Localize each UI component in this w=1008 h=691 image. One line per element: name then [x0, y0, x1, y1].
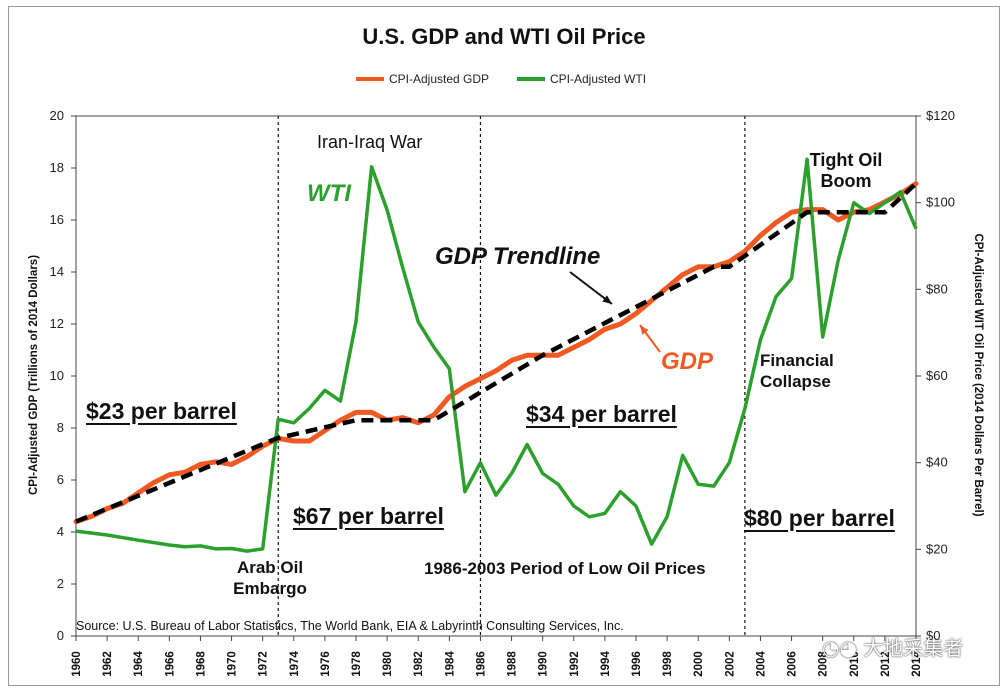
annotation-price-34: $34 per barrel [526, 401, 677, 427]
x-tick-label: 1988 [507, 651, 519, 677]
watermark-text: 大地采集者 [863, 636, 964, 660]
arrow-gdp-head [640, 325, 649, 335]
y-tick-label-left: 12 [50, 316, 64, 331]
annotation-arab-line2: Embargo [233, 579, 307, 598]
x-tick-label: 1992 [569, 651, 581, 677]
chart-title: U.S. GDP and WTI Oil Price [362, 24, 646, 49]
annotation-wti: WTI [307, 180, 351, 207]
x-tick-label: 1984 [444, 651, 456, 677]
x-tick-label: 1976 [320, 651, 332, 677]
x-tick-label: 1998 [662, 651, 674, 677]
x-tick-label: 1996 [631, 651, 643, 677]
x-tick-label: 1968 [195, 651, 207, 677]
y-tick-label-left: 14 [50, 264, 64, 279]
x-tick-label: 1978 [351, 651, 363, 677]
annotation-tight-oil-boom: Tight Oil Boom [803, 150, 889, 192]
annotation-price-80: $80 per barrel [744, 505, 895, 531]
x-tick-label: 1982 [413, 651, 425, 677]
y-tick-label-left: 10 [50, 368, 64, 383]
arrow-gdp-trendline-head [602, 295, 612, 304]
y-tick-label-left: 20 [50, 108, 64, 123]
series-line-gdp-trendline [75, 181, 918, 524]
x-tick-label: 1990 [538, 651, 550, 677]
x-tick-label: 1962 [102, 651, 114, 677]
y-tick-label-right: $40 [926, 455, 948, 470]
legend-label-gdp: CPI-Adjusted GDP [389, 72, 490, 86]
x-tick-label: 1980 [382, 651, 394, 677]
x-tick-label: 2014 [911, 651, 923, 677]
x-tick-label: 2008 [818, 651, 830, 677]
annotation-financial-line1: Financial [760, 351, 834, 370]
y-tick-label-right: $60 [926, 368, 948, 383]
x-tick-label: 1972 [258, 651, 270, 677]
wechat-icon: ◔◕ [822, 636, 857, 660]
y-tick-label-left: 2 [57, 576, 64, 591]
annotation-iran-iraq-war: Iran-Iraq War [317, 132, 423, 152]
y-tick-label-right: $120 [926, 108, 955, 123]
annotation-tight-oil-line1: Tight Oil [809, 150, 883, 170]
legend-item-gdp: CPI-Adjusted GDP [356, 72, 489, 86]
annotation-price-67: $67 per barrel [293, 503, 444, 529]
annotation-gdp-trendline: GDP Trendline [435, 243, 601, 270]
x-tick-label: 1964 [133, 651, 145, 677]
annotation-price-23: $23 per barrel [86, 398, 237, 424]
watermark: ◔◕ 大地采集者 [822, 632, 963, 661]
x-tick-label: 2002 [724, 651, 736, 677]
x-tick-label: 2010 [849, 651, 861, 677]
y-tick-label-left: 16 [50, 212, 64, 227]
y-tick-label-right: $0 [926, 628, 940, 643]
y-tick-label-left: 0 [57, 628, 64, 643]
y-tick-label-left: 4 [57, 524, 64, 539]
chart-frame [8, 6, 1000, 686]
x-tick-label: 2012 [880, 651, 892, 677]
annotation-arab-line1: Arab Oil [236, 558, 304, 577]
y-tick-label-left: 18 [50, 160, 64, 175]
source-note: Source: U.S. Bureau of Labor Statistics,… [76, 619, 624, 633]
annotation-financial-line2: Collapse [760, 372, 831, 391]
y-tick-label-right: $80 [926, 281, 948, 296]
legend-swatch-wti [517, 77, 545, 81]
x-tick-label: 1994 [600, 651, 612, 677]
annotation-financial-collapse: Financial Collapse [760, 350, 860, 392]
legend-item-wti: CPI-Adjusted WTI [517, 72, 646, 86]
x-tick-label: 2004 [755, 651, 767, 677]
x-tick-label: 1986 [475, 651, 487, 677]
y-tick-label-left: 8 [57, 420, 64, 435]
x-tick-label: 1966 [164, 651, 176, 677]
y-tick-label-right: $20 [926, 541, 948, 556]
series-line-wti [75, 157, 918, 553]
x-tick-label: 1960 [71, 651, 83, 677]
y-tick-label-right: $100 [926, 195, 955, 210]
x-tick-label: 2006 [787, 651, 799, 677]
x-tick-label: 1974 [289, 651, 301, 677]
annotation-tight-oil-line2: Boom [820, 171, 872, 191]
annotation-low-price-period: 1986-2003 Period of Low Oil Prices [424, 559, 706, 578]
x-tick-label: 2000 [693, 651, 705, 677]
annotation-arab-oil-embargo: Arab Oil Embargo [218, 557, 322, 599]
legend-label-wti: CPI-Adjusted WTI [550, 72, 647, 86]
x-tick-label: 1970 [227, 651, 239, 677]
legend-swatch-gdp [356, 77, 384, 81]
annotation-gdp: GDP [661, 348, 714, 375]
y-tick-label-left: 6 [57, 472, 64, 487]
